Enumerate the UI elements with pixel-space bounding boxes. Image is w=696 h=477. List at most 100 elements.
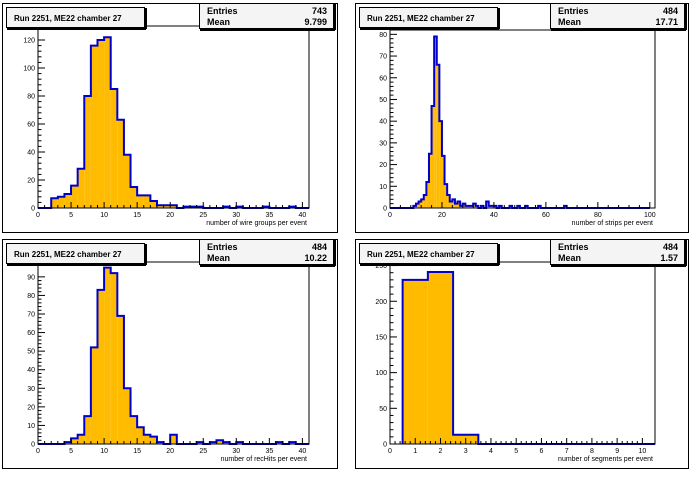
histogram-bin: [84, 96, 91, 208]
mean-label: Mean: [558, 17, 581, 27]
x-tick-label: 35: [265, 448, 273, 455]
stats-box: Entries 743 Mean 9.799: [199, 3, 336, 31]
histogram-bars: [402, 271, 479, 444]
x-tick-label: 40: [298, 448, 306, 455]
x-tick-label: 2: [439, 448, 443, 455]
chart-title: Run 2251, ME22 chamber 27: [14, 250, 122, 259]
mean-value: 17.71: [655, 17, 678, 27]
histogram-bars: [413, 36, 567, 209]
histogram-bin: [143, 434, 151, 444]
histogram-bin: [470, 205, 474, 208]
stats-box-frame: [550, 3, 685, 29]
histogram-bin: [137, 427, 144, 444]
y-tick-label: 40: [27, 367, 35, 374]
x-tick-label: 9: [615, 448, 619, 455]
title-box-frame: [359, 243, 498, 264]
x-tick-label: 0: [36, 212, 40, 219]
x-tick-label: 7: [565, 448, 569, 455]
y-tick-label: 0: [31, 442, 35, 449]
y-tick-label: 40: [379, 119, 387, 126]
histogram-panel-1: 0 5 10 15 20 25 30 35 40 0 20 40 60 80 100 120 number of…: [2, 3, 338, 233]
histogram-bin: [117, 119, 124, 208]
histogram-bin: [427, 271, 454, 444]
x-tick-label: 60: [542, 212, 550, 219]
y-tick-label: 60: [27, 122, 35, 129]
entries-label: Entries: [558, 6, 589, 16]
plot-area-frame: [37, 25, 310, 209]
histogram-bin: [439, 121, 442, 208]
x-tick-label: 0: [388, 212, 392, 219]
histogram-bin: [434, 36, 437, 209]
histogram-bin: [104, 37, 111, 209]
y-tick-label: 70: [27, 312, 35, 319]
histogram-bin: [77, 168, 85, 208]
stats-box-frame: [199, 239, 334, 265]
histogram-bin: [71, 438, 78, 444]
x-tick-label: 25: [199, 448, 207, 455]
y-tick-label: 10: [379, 184, 387, 191]
title-box-frame: [6, 243, 145, 264]
x-tick-label: 30: [232, 212, 240, 219]
panel-frame: [355, 3, 689, 233]
panel-frame: [2, 3, 338, 233]
histogram-bin: [449, 201, 453, 208]
mean-value: 9.799: [304, 17, 327, 27]
y-tick-label: 250: [375, 263, 387, 270]
histogram-bin: [170, 434, 177, 444]
stats-box: Entries 484 Mean 17.71: [550, 3, 687, 31]
histogram-bin: [517, 205, 520, 208]
histogram-bin: [64, 194, 72, 208]
histogram-bin: [150, 436, 157, 444]
histogram-bin: [84, 416, 91, 444]
y-tick-label: 0: [383, 206, 387, 213]
x-tick-label: 40: [490, 212, 498, 219]
histogram-bin: [473, 203, 476, 208]
mean-value: 10.22: [304, 253, 327, 263]
histogram-bin: [71, 185, 78, 208]
x-tick-label: 5: [69, 448, 73, 455]
histogram-bin: [123, 154, 131, 208]
y-axis: 0 10 20 30 40 50 60 70 80: [379, 32, 397, 213]
histogram-bin: [486, 201, 489, 208]
y-tick-label: 20: [27, 178, 35, 185]
x-axis-label: number of recHits per event: [221, 456, 307, 463]
histogram-bin: [467, 205, 471, 208]
y-tick-label: 120: [23, 38, 35, 45]
entries-label: Entries: [207, 6, 238, 16]
histogram-bin: [156, 205, 164, 208]
x-tick-label: 10: [100, 448, 108, 455]
histogram-bin: [525, 205, 528, 208]
histogram-bin: [475, 205, 479, 208]
x-tick-label: 5: [69, 212, 73, 219]
histogram-bin: [97, 289, 105, 444]
y-tick-label: 60: [379, 75, 387, 82]
y-tick-label: 150: [375, 334, 387, 341]
entries-label: Entries: [558, 242, 589, 252]
panel-frame: [2, 239, 338, 469]
histogram-bin: [402, 279, 428, 444]
histogram-bin: [480, 205, 484, 208]
x-tick-label: 80: [594, 212, 602, 219]
title-box: Run 2251, ME22 chamber 27: [359, 7, 500, 30]
histogram-bin: [413, 205, 416, 208]
histogram-bin: [110, 89, 118, 208]
histogram-bin: [137, 195, 144, 208]
histogram-bin: [454, 203, 458, 208]
histogram-bin: [97, 40, 105, 208]
mean-label: Mean: [207, 253, 230, 263]
x-tick-label: 20: [166, 448, 174, 455]
histogram-bin: [90, 347, 98, 444]
mean-label: Mean: [207, 17, 230, 27]
histogram-bin: [462, 203, 466, 208]
histogram-bin: [170, 205, 177, 208]
histogram-bin: [452, 199, 455, 208]
y-tick-label: 30: [379, 140, 387, 147]
y-tick-label: 50: [379, 97, 387, 104]
y-tick-label: 70: [379, 54, 387, 61]
histogram-bin: [77, 434, 85, 444]
histogram-bin: [423, 194, 427, 208]
histogram-bin: [426, 181, 429, 208]
